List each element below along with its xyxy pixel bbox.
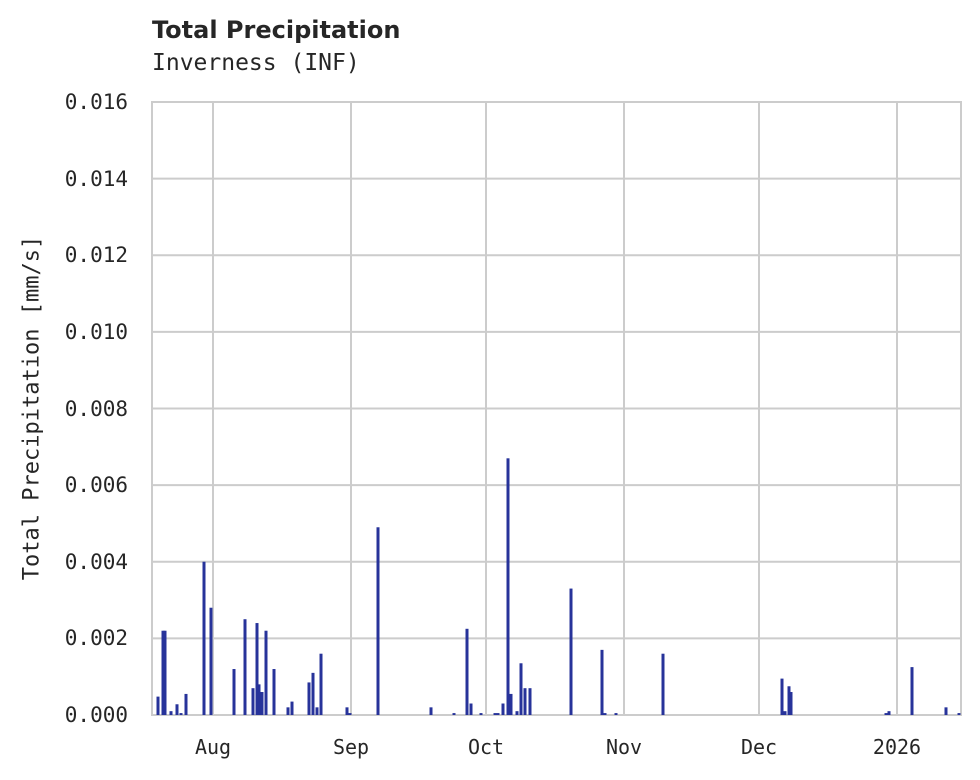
precipitation-bar [783,711,787,715]
precipitation-bar [243,619,247,715]
plot-frame [151,101,962,716]
precipitation-bar [479,713,483,715]
precipitation-bar [345,707,349,715]
precipitation-bar [319,653,323,715]
precipitation-bar [311,672,315,715]
precipitation-bar [600,649,604,715]
precipitation-bar [614,713,618,715]
precipitation-bar [169,711,173,715]
precipitation-bar [780,678,784,715]
precipitation-bars [156,458,961,715]
precipitation-bar [515,711,519,715]
precipitation-bar [569,588,573,715]
precipitation-bar [184,693,188,715]
x-tick-label: Dec [740,735,778,759]
precipitation-bar [272,669,276,715]
y-tick-label: 0.008 [64,396,128,421]
precipitation-bar [496,713,500,715]
precipitation-bar [523,688,527,715]
precipitation-bar [469,703,473,715]
gridlines [152,101,961,716]
y-tick-label: 0.006 [64,473,128,498]
chart-subtitle: Inverness (INF) [152,50,360,76]
precipitation-bar [519,663,523,715]
x-tick-label: Sep [332,735,370,759]
precipitation-bar [506,458,510,715]
precipitation-bar [260,692,264,715]
y-tick-label: 0.012 [64,243,128,268]
precipitation-bar [209,607,213,715]
precipitation-bar [179,713,183,715]
precipitation-bar [509,693,513,715]
precipitation-bar [493,713,497,715]
precipitation-bar [202,561,206,715]
precipitation-bar [257,684,261,715]
y-tick-label: 0.010 [64,319,128,344]
precipitation-bar [429,707,433,715]
precipitation-bar [161,630,165,715]
precipitation-bar [163,630,167,715]
chart-title: Total Precipitation [152,16,401,44]
precipitation-bar [528,688,532,715]
precipitation-bar [307,682,311,715]
x-tick-label: Nov [605,735,643,759]
precipitation-bar [603,713,607,715]
precipitation-bar [290,701,294,715]
precipitation-bar [944,707,948,715]
precipitation-bar [661,653,665,715]
precipitation-bar [348,713,352,715]
precipitation-bar [957,713,961,715]
y-tick-label: 0.000 [64,703,128,727]
precipitation-bar [255,623,259,715]
x-tick-label: Oct [467,735,505,759]
y-tick-label: 0.004 [64,549,128,574]
precipitation-bar [884,713,888,715]
precipitation-bar [156,696,160,715]
precipitation-bar [286,707,290,715]
precipitation-bar [175,704,179,715]
y-tick-label: 0.002 [64,626,128,651]
precipitation-bar [501,703,505,715]
precipitation-bar [787,686,791,715]
precipitation-bar [887,711,891,715]
precipitation-bar [251,688,255,715]
precipitation-bar [264,630,268,715]
y-tick-label: 0.014 [64,166,128,191]
x-tick-label: Aug [194,735,232,759]
precipitation-bar [452,713,456,715]
precipitation-bar [232,669,236,715]
precipitation-bar [465,628,469,715]
precipitation-bar [376,527,380,715]
precipitation-bar [910,667,914,715]
precipitation-bar [315,707,319,715]
y-tick-label: 0.016 [64,90,128,114]
precipitation-bar [789,692,793,715]
x-tick-label: 2026 [872,735,922,759]
